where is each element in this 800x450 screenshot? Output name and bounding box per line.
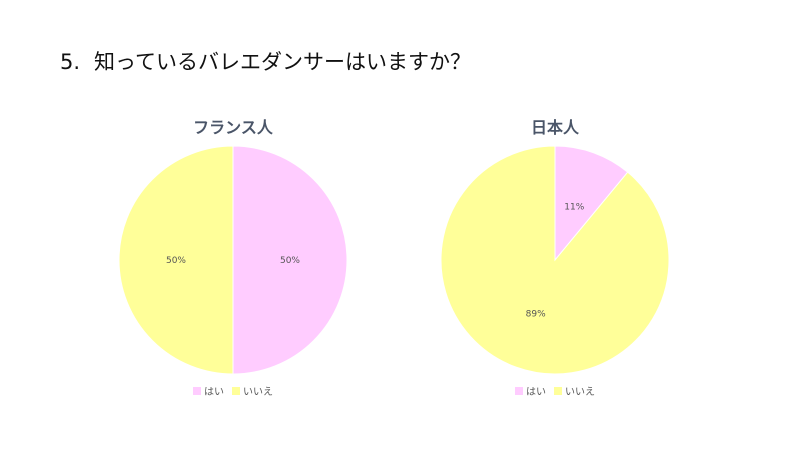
legend-swatch-yes <box>515 386 523 395</box>
pie-slice-yes <box>232 145 348 375</box>
legend-swatch-no <box>232 386 240 395</box>
data-label-no: 50% <box>166 256 186 266</box>
legend-france: はい いいえ <box>113 383 353 398</box>
pie-slice-no <box>118 145 234 375</box>
legend-item-no: いいえ <box>554 383 595 398</box>
legend-item-yes: はい <box>193 383 224 398</box>
question-text: 知っているバレエダンサーはいますか？ <box>94 50 471 74</box>
pie-slice-no <box>440 145 670 375</box>
legend-label-yes: はい <box>526 387 546 398</box>
legend-swatch-no <box>554 386 562 395</box>
legend-swatch-yes <box>193 386 201 395</box>
legend-japan: はい いいえ <box>435 383 675 398</box>
pie-chart-france: 50% 50% <box>118 145 348 375</box>
legend-label-no: いいえ <box>243 387 273 398</box>
pie-slice-yes <box>554 145 629 262</box>
question-number: 5. <box>60 50 81 74</box>
legend-item-yes: はい <box>515 383 546 398</box>
legend-item-no: いいえ <box>232 383 273 398</box>
chart-title-france: フランス人 <box>193 118 273 137</box>
data-label-no: 89% <box>526 310 546 320</box>
data-label-yes: 11% <box>564 202 584 212</box>
legend-label-yes: はい <box>204 387 224 398</box>
chart-title-japan: 日本人 <box>530 118 579 137</box>
legend-label-no: いいえ <box>565 387 595 398</box>
pie-chart-japan: 11% 89% <box>440 145 670 375</box>
data-label-yes: 50% <box>280 256 300 266</box>
question-heading: 5. 知っているバレエダンサーはいますか？ <box>60 46 471 76</box>
